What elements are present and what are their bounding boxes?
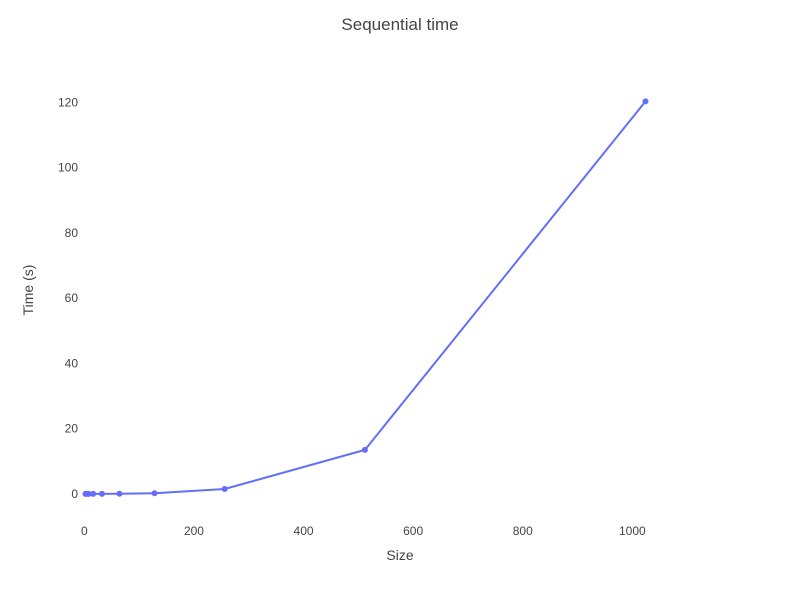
y-tick-label: 100: [58, 161, 78, 175]
y-axis-title: Time (s): [20, 265, 36, 316]
x-axis-title: Size: [386, 547, 413, 563]
x-tick-label: 1000: [619, 524, 646, 538]
data-point[interactable]: [642, 98, 649, 105]
chart-title: Sequential time: [341, 15, 458, 34]
data-point[interactable]: [361, 446, 368, 453]
plot-area: [82, 98, 649, 497]
y-tick-label: 80: [65, 226, 79, 240]
data-point[interactable]: [90, 490, 97, 497]
data-point[interactable]: [85, 490, 92, 497]
y-tick-label: 120: [58, 95, 78, 109]
y-tick-label: 0: [71, 487, 78, 501]
x-axis-ticks: 0 200 400 600 800 1000: [81, 524, 646, 538]
y-tick-label: 20: [65, 422, 79, 436]
x-tick-label: 400: [294, 524, 314, 538]
x-tick-label: 200: [184, 524, 204, 538]
y-tick-label: 60: [65, 291, 79, 305]
data-point[interactable]: [98, 490, 105, 497]
data-point[interactable]: [221, 486, 228, 493]
y-axis-ticks: 0 20 40 60 80 100 120: [58, 95, 78, 500]
data-point[interactable]: [116, 490, 123, 497]
x-tick-label: 600: [403, 524, 423, 538]
data-point[interactable]: [151, 490, 158, 497]
y-tick-label: 40: [65, 356, 79, 370]
x-tick-label: 0: [81, 524, 88, 538]
x-tick-label: 800: [513, 524, 533, 538]
